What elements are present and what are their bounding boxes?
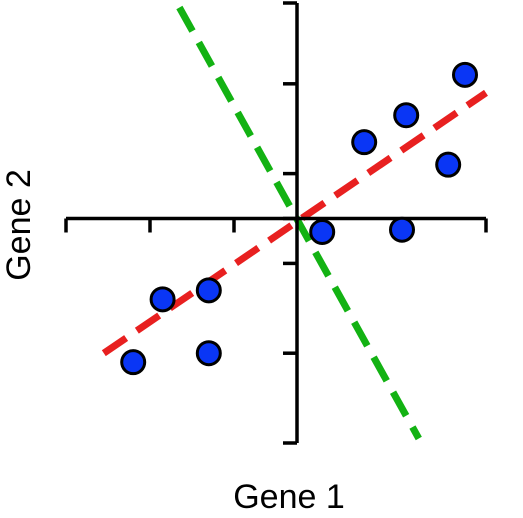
y-axis-label: Gene 2 bbox=[0, 169, 38, 281]
line-0 bbox=[101, 89, 488, 357]
data-point-1 bbox=[149, 286, 176, 313]
data-point-0 bbox=[120, 349, 147, 376]
data-point-3 bbox=[195, 340, 222, 367]
points-layer bbox=[120, 61, 478, 376]
x-axis-label: Gene 1 bbox=[233, 478, 345, 513]
data-point-9 bbox=[452, 61, 478, 88]
data-point-4 bbox=[309, 218, 336, 245]
data-point-6 bbox=[389, 216, 415, 243]
data-point-2 bbox=[195, 277, 222, 304]
line-1 bbox=[176, 5, 422, 441]
data-point-5 bbox=[351, 129, 378, 156]
data-point-8 bbox=[435, 151, 462, 178]
fit-lines-layer bbox=[101, 5, 488, 441]
data-point-7 bbox=[393, 102, 420, 129]
axes-layer bbox=[64, 1, 488, 445]
